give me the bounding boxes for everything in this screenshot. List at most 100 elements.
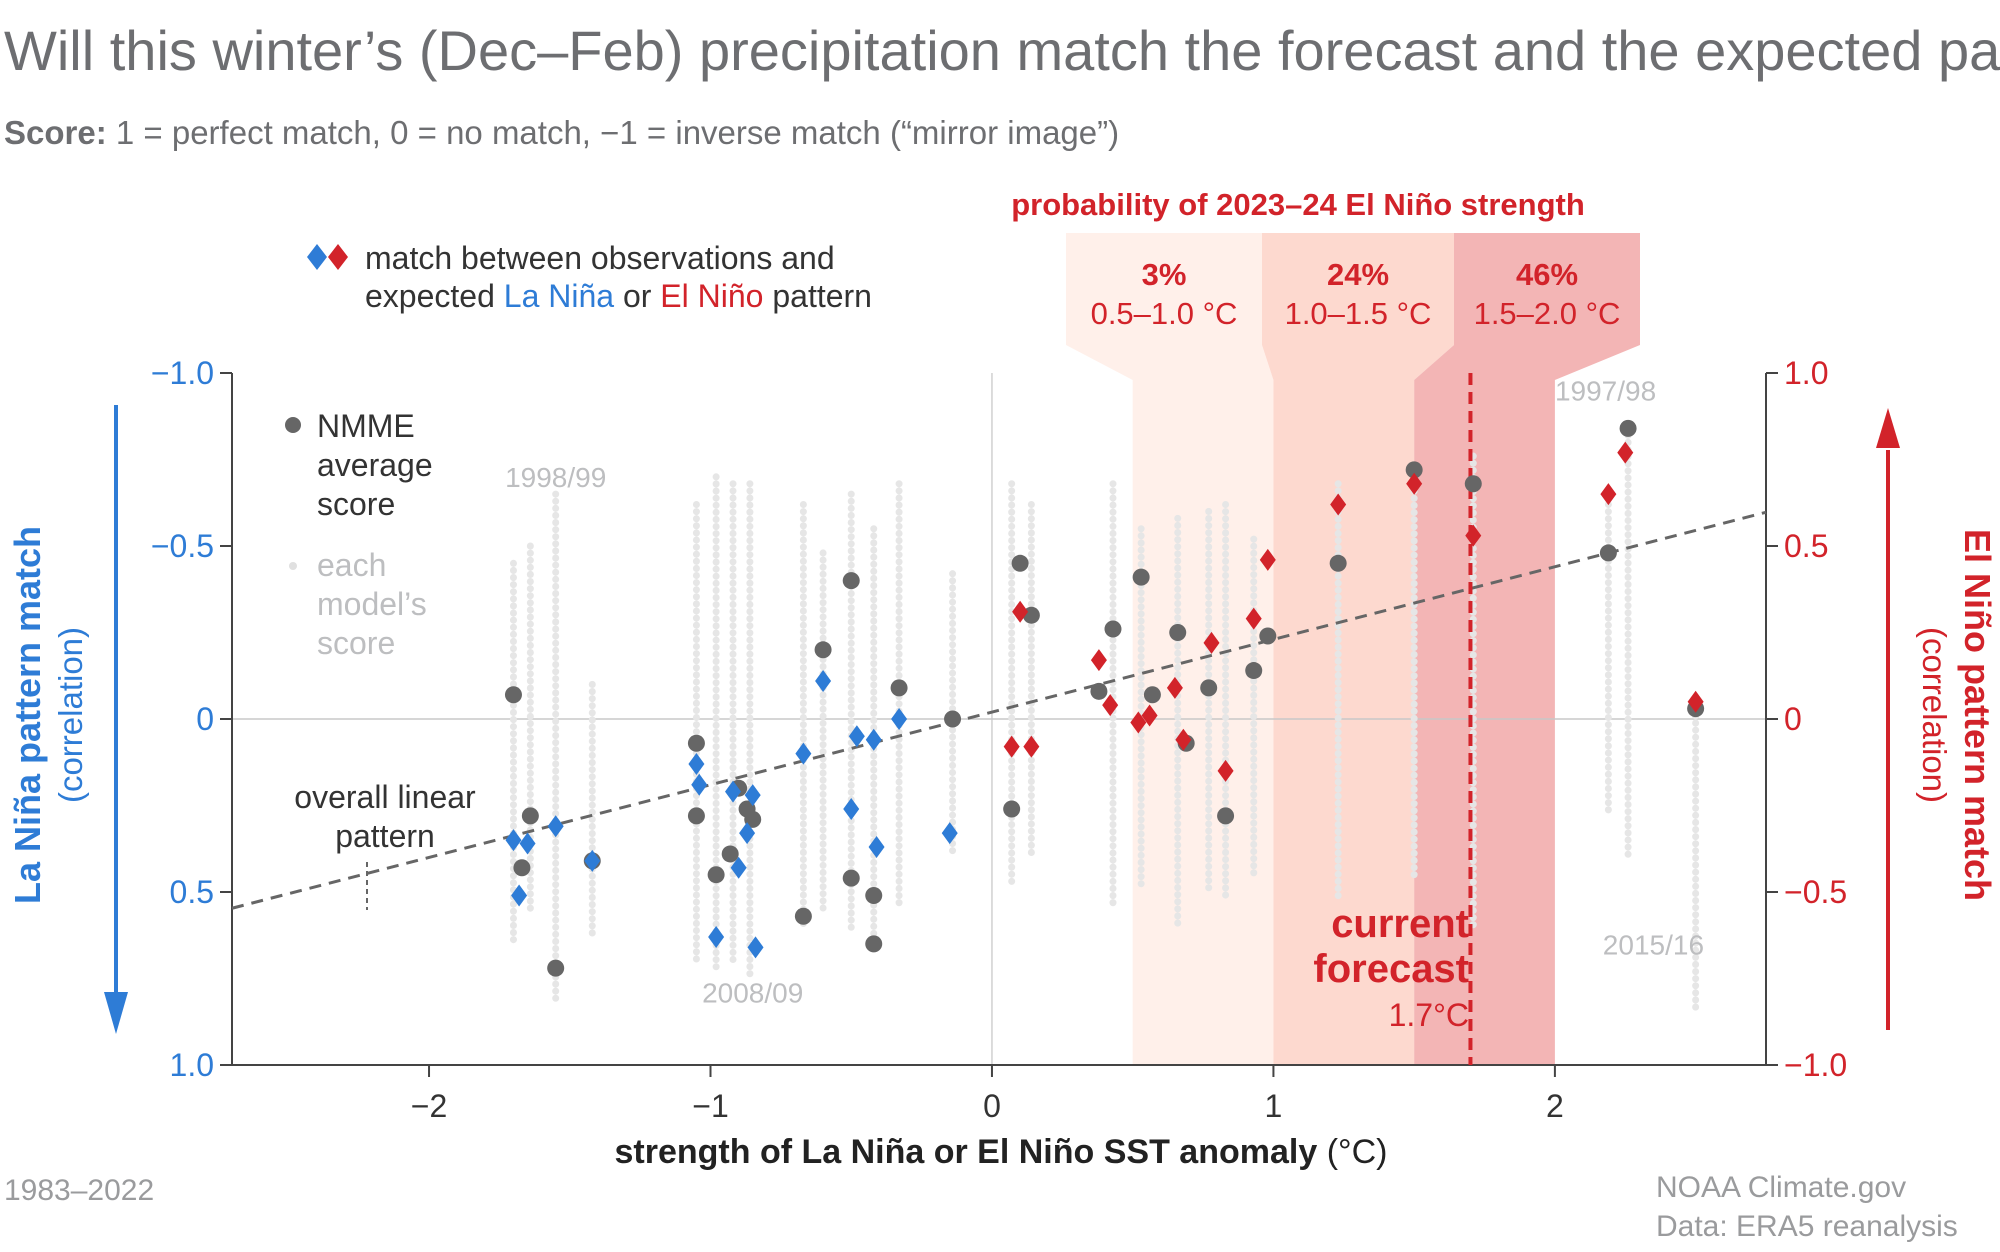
right-tick-label: 0.5 bbox=[1784, 528, 1828, 564]
el-nino-score-point bbox=[1617, 441, 1634, 464]
x-tick-label: 2 bbox=[1546, 1088, 1564, 1124]
probability-band-pct: 24% bbox=[1327, 257, 1389, 292]
legend-nmme-line1: NMME bbox=[317, 408, 415, 444]
la-nina-score-point bbox=[744, 784, 761, 807]
el-nino-score-point bbox=[1102, 694, 1119, 717]
el-nino-score-point bbox=[1130, 711, 1147, 734]
el-nino-score-point bbox=[1259, 548, 1276, 571]
nmme-score-point bbox=[1619, 419, 1637, 437]
right-tick-label: −1.0 bbox=[1784, 1047, 1847, 1083]
la-nina-score-point bbox=[584, 849, 601, 872]
linear-fit-line bbox=[231, 510, 1767, 910]
la-nina-score-point bbox=[815, 669, 832, 692]
x-tick-label: −1 bbox=[692, 1088, 728, 1124]
probability-band-range: 0.5–1.0 °C bbox=[1091, 296, 1238, 331]
data-points bbox=[504, 419, 1705, 977]
nmme-score-point bbox=[842, 869, 860, 887]
el-nino-score-point bbox=[1245, 607, 1262, 630]
el-nino-score-point bbox=[1003, 735, 1020, 758]
la-nina-score-point bbox=[848, 725, 865, 748]
nmme-score-point bbox=[1599, 544, 1617, 562]
probability-header: probability of 2023–24 El Niño strength bbox=[1011, 187, 1585, 222]
probability-band-2 bbox=[1262, 233, 1454, 1065]
la-nina-score-point bbox=[505, 829, 522, 852]
probability-band-pct: 3% bbox=[1142, 257, 1187, 292]
nmme-score-point bbox=[1104, 620, 1122, 638]
legend-la-nina-diamond bbox=[307, 244, 327, 270]
el-nino-score-point bbox=[1465, 524, 1482, 547]
el-nino-score-point bbox=[1406, 472, 1423, 495]
probability-band-pct: 46% bbox=[1516, 257, 1578, 292]
axes: −2 −1 0 1 2 −1.0 −0.5 0 0.5 1.0 1.0 0.5 0 −0.5 −1.0 bbox=[151, 355, 1847, 1124]
forecast-label: current forecast 1.7°C bbox=[1313, 902, 1469, 1033]
la-nina-score-point bbox=[739, 822, 756, 845]
el-nino-score-point bbox=[1023, 735, 1040, 758]
legend-model-line1: each bbox=[317, 547, 386, 583]
la-nina-score-point bbox=[865, 728, 882, 751]
legend-pattern-line2: expected La Niña or El Niño pattern bbox=[365, 278, 872, 314]
legend-model-line3: score bbox=[317, 625, 395, 661]
model-columns bbox=[509, 431, 1700, 1017]
legend-or-word: or bbox=[614, 278, 660, 314]
subtitle-text: 1 = perfect match, 0 = no match, −1 = in… bbox=[107, 114, 1119, 151]
year-label: 2015/16 bbox=[1603, 929, 1704, 960]
probability-band-1 bbox=[1066, 233, 1274, 1065]
nmme-score-point bbox=[547, 959, 565, 977]
el-nino-score-point bbox=[1217, 759, 1234, 782]
probability-band-range: 1.0–1.5 °C bbox=[1285, 296, 1432, 331]
left-tick-label: 1.0 bbox=[170, 1047, 214, 1083]
la-nina-score-point bbox=[519, 832, 536, 855]
right-axis-title-main: El Niño pattern match bbox=[1957, 529, 1998, 901]
la-nina-arrow bbox=[104, 405, 128, 1034]
year-label: 1998/99 bbox=[505, 462, 606, 493]
nmme-score-point bbox=[1169, 624, 1187, 641]
forecast-label-line2: forecast bbox=[1313, 947, 1469, 991]
legend-nmme-line3: score bbox=[317, 486, 395, 522]
nmme-score-point bbox=[1003, 800, 1021, 818]
footer-credit: NOAA Climate.gov bbox=[1656, 1171, 1906, 1204]
year-label: 1997/98 bbox=[1555, 376, 1656, 407]
el-nino-arrow bbox=[1876, 408, 1900, 1030]
nmme-score-point bbox=[1132, 568, 1150, 586]
el-nino-score-point bbox=[1687, 690, 1704, 713]
left-tick-label: −1.0 bbox=[151, 355, 214, 391]
legend-nmme-dot bbox=[285, 417, 301, 433]
la-nina-score-point bbox=[688, 752, 705, 775]
legend-pattern-line1: match between observations and bbox=[365, 240, 835, 276]
el-nino-score-point bbox=[1166, 676, 1183, 699]
x-axis-label-main: strength of La Niña or El Niño SST anoma… bbox=[615, 1133, 1318, 1171]
la-nina-score-point bbox=[868, 836, 885, 859]
nmme-score-point bbox=[1405, 461, 1423, 479]
left-tick-label: 0 bbox=[196, 701, 214, 737]
el-nino-score-point bbox=[1330, 493, 1347, 516]
left-tick-label: −0.5 bbox=[151, 528, 214, 564]
la-nina-score-point bbox=[795, 742, 812, 765]
la-nina-score-point bbox=[725, 780, 742, 803]
nmme-score-point bbox=[865, 935, 883, 953]
left-axis-title-main: La Niña pattern match bbox=[7, 526, 48, 904]
legend-linear-line2: pattern bbox=[335, 818, 435, 854]
nmme-score-point bbox=[721, 845, 739, 863]
nmme-score-point bbox=[521, 807, 539, 825]
legend-linear-line1: overall linear bbox=[294, 779, 476, 815]
legend-el-nino-word: El Niño bbox=[660, 278, 763, 314]
nmme-score-point bbox=[1259, 627, 1277, 645]
el-nino-score-point bbox=[1012, 600, 1029, 623]
x-axis-label-unit: (°C) bbox=[1317, 1133, 1387, 1171]
legend-model-line2: model’s bbox=[317, 586, 427, 622]
nmme-score-point bbox=[794, 907, 812, 925]
subtitle-bold: Score: bbox=[4, 114, 107, 151]
right-tick-label: −0.5 bbox=[1784, 874, 1847, 910]
nmme-score-point bbox=[1464, 475, 1482, 493]
nmme-score-point bbox=[944, 710, 962, 728]
la-nina-score-point bbox=[747, 936, 764, 959]
nmme-score-point bbox=[1200, 679, 1218, 697]
nmme-score-point bbox=[687, 807, 705, 825]
nmme-score-point bbox=[707, 866, 725, 884]
nmme-score-point bbox=[1143, 686, 1161, 704]
left-axis-title: La Niña pattern match (correlation) bbox=[7, 526, 89, 904]
legend-nmme-line2: average bbox=[317, 447, 433, 483]
nmme-score-point bbox=[504, 686, 522, 704]
legend: match between observations and expected … bbox=[285, 240, 872, 910]
